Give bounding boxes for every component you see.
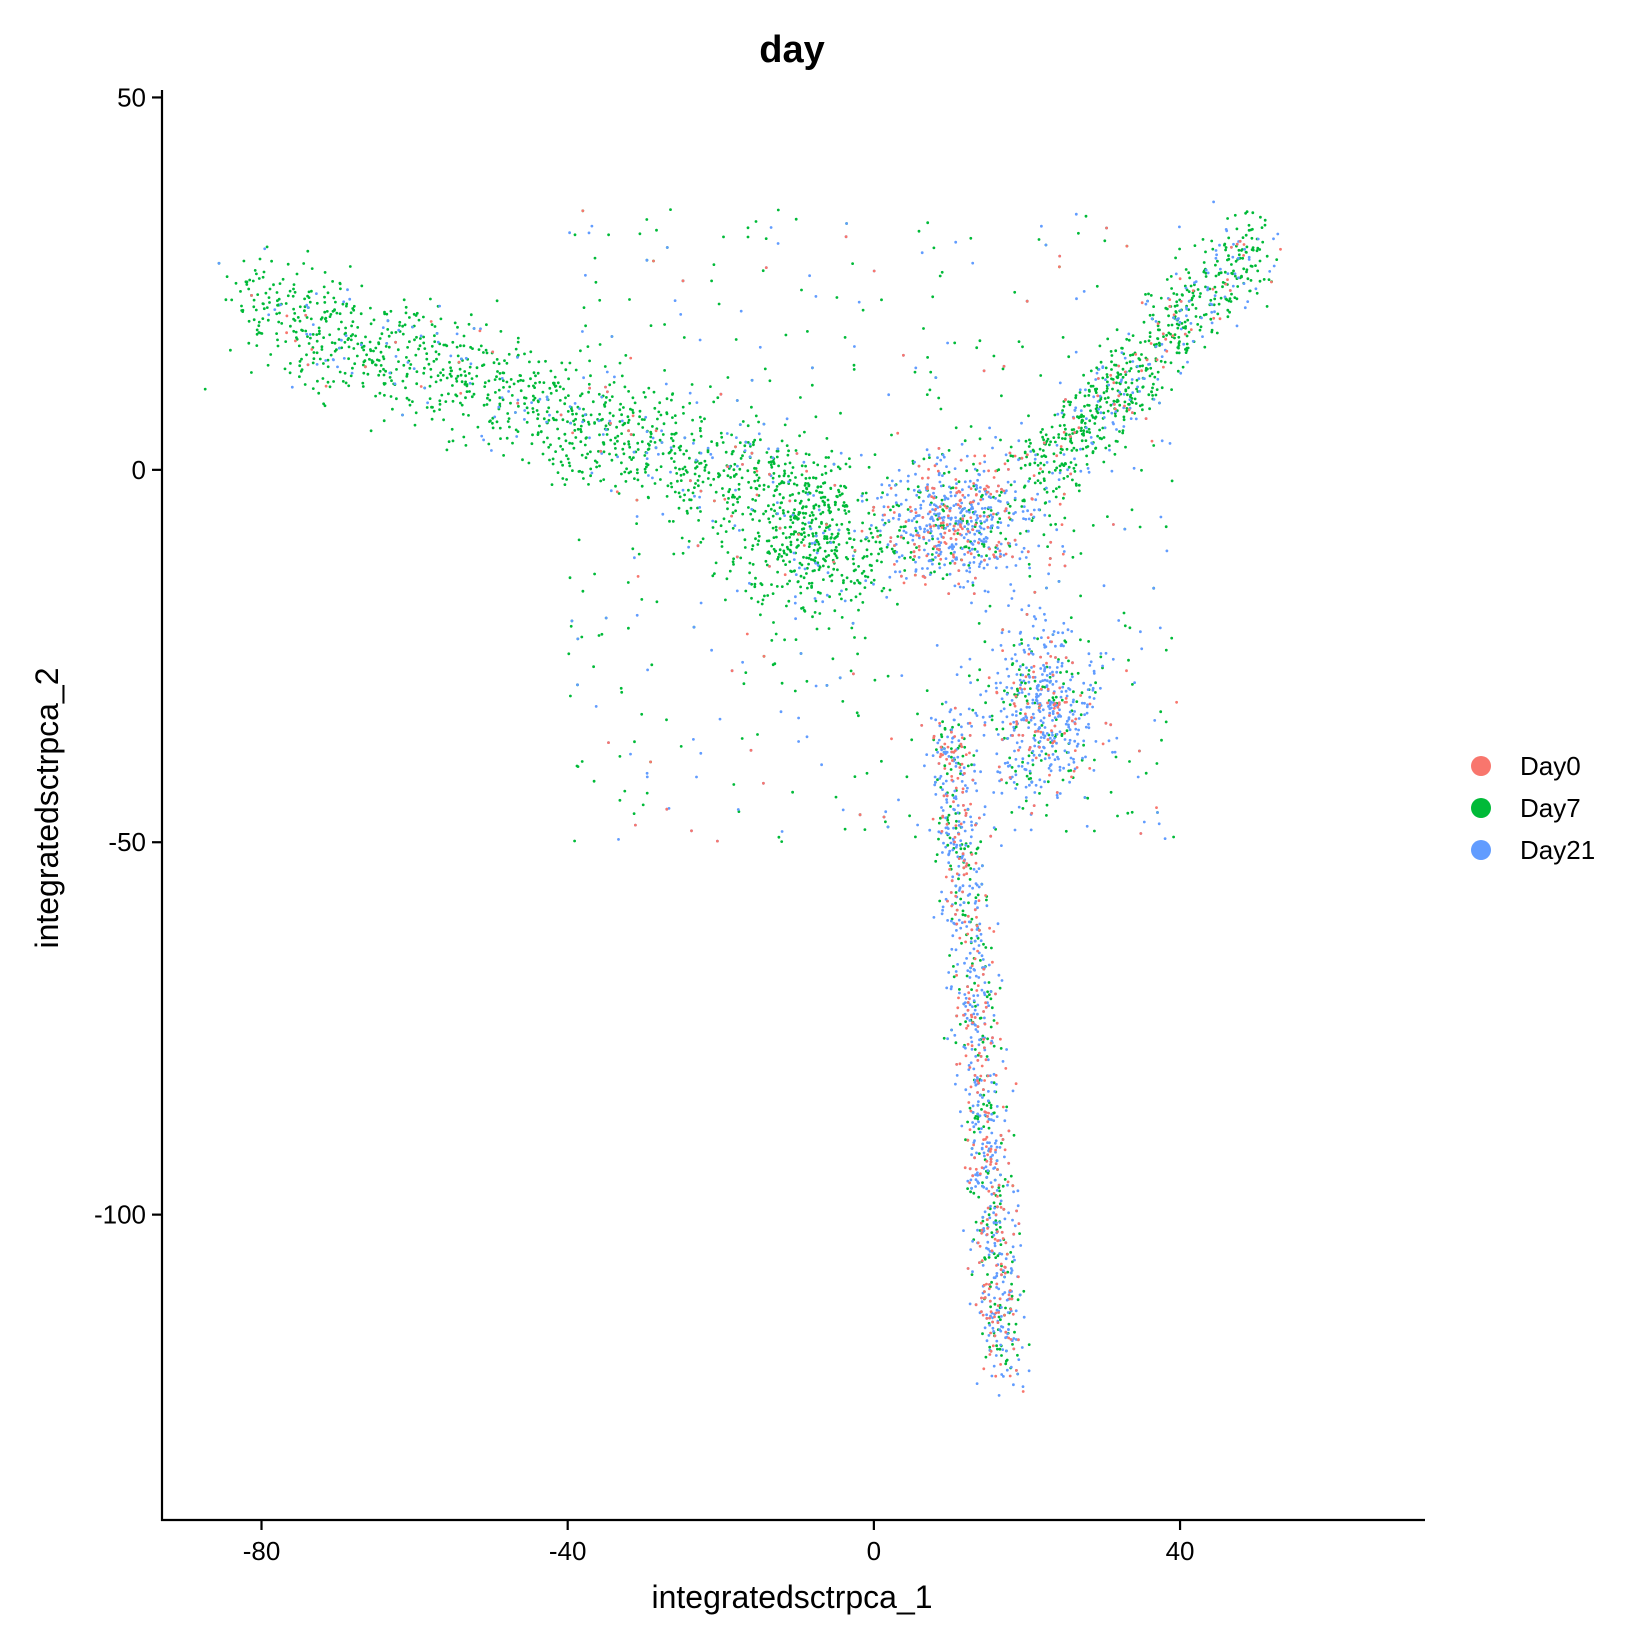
series-day21 xyxy=(217,200,1280,1397)
scatter-point-set xyxy=(203,208,1279,1376)
y-tick-label: 50 xyxy=(117,82,146,112)
legend-label-day7: Day7 xyxy=(1520,793,1581,823)
legend-swatch-day21 xyxy=(1471,840,1491,860)
chart-title: day xyxy=(759,29,824,71)
y-tick-label: 0 xyxy=(132,455,146,485)
y-tick-label: -50 xyxy=(108,827,146,857)
legend: Day0 Day7 Day21 xyxy=(1471,751,1595,865)
y-axis-ticks: 50 0 -50 -100 xyxy=(94,82,162,1230)
x-axis-title: integratedsctrpca_1 xyxy=(651,1579,932,1615)
y-tick-label: -100 xyxy=(94,1200,146,1230)
x-tick-label: 0 xyxy=(867,1536,881,1566)
x-tick-label: -40 xyxy=(549,1536,587,1566)
x-axis-ticks: -80 -40 0 40 xyxy=(243,1520,1195,1566)
y-axis-title: integratedsctrpca_2 xyxy=(29,667,65,948)
series-day7 xyxy=(203,208,1279,1376)
legend-label-day0: Day0 xyxy=(1520,751,1581,781)
scatter-points xyxy=(203,200,1282,1397)
legend-label-day21: Day21 xyxy=(1520,835,1595,865)
scatter-point-set xyxy=(217,200,1280,1397)
legend-swatch-day0 xyxy=(1471,756,1491,776)
x-tick-label: 40 xyxy=(1166,1536,1195,1566)
legend-swatch-day7 xyxy=(1471,798,1491,818)
x-tick-label: -80 xyxy=(243,1536,281,1566)
